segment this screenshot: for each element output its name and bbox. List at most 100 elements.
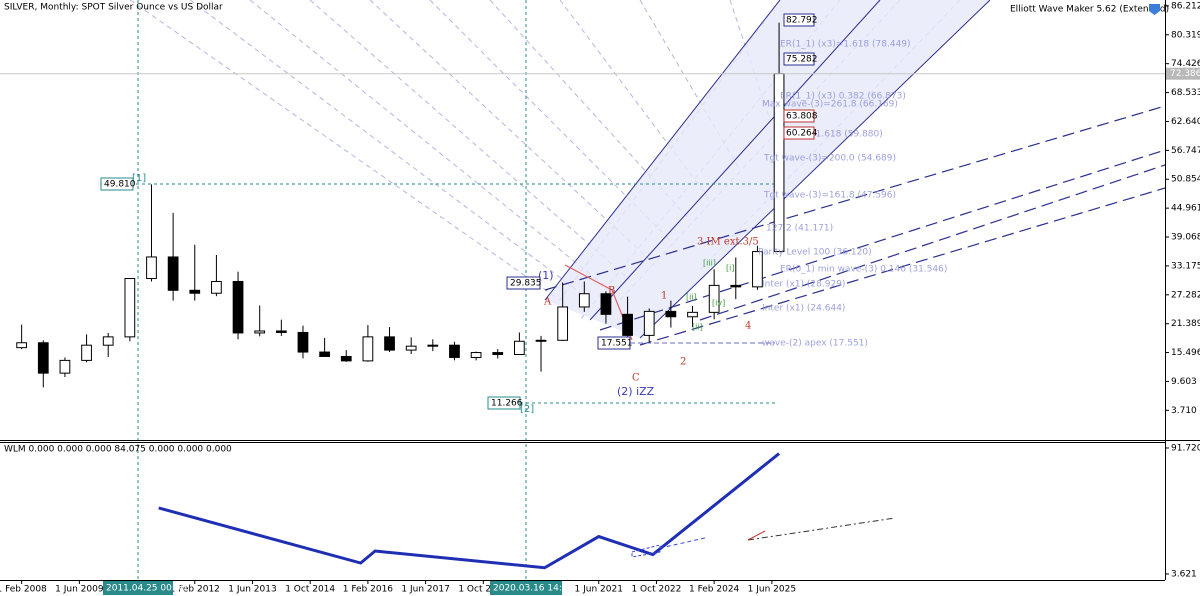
price-box: 11.266 xyxy=(491,399,523,409)
y-tick-label: 15.496 xyxy=(1171,348,1200,358)
wave-label: A xyxy=(543,297,552,308)
fib-label: Inter (x1) (24.644) xyxy=(762,304,845,314)
fib-label: Parity Level 100 (36.120) xyxy=(758,248,872,258)
candle-body xyxy=(427,344,439,347)
y-tick-label: 68.533 xyxy=(1171,88,1200,98)
candle-body xyxy=(622,313,633,336)
price-boxes: 49.810 11.266 29.835 17.551 82.792 75.28… xyxy=(100,13,818,410)
y-tick-label: 62.640 xyxy=(1171,117,1200,127)
ewm-icon[interactable] xyxy=(1149,4,1160,15)
window-title: SILVER, Monthly: SPOT Silver Ounce vs US… xyxy=(4,3,223,13)
candle-body xyxy=(557,306,569,341)
indicator-name: Elliott Wave Maker 5.62 (Extended) xyxy=(1010,5,1169,15)
indicator-line xyxy=(158,452,781,570)
candle-body xyxy=(102,336,114,346)
candle-body xyxy=(752,251,763,288)
candle-body xyxy=(189,289,201,294)
candle-body xyxy=(730,284,742,288)
x-tick-label: 1 Jun 2025 xyxy=(748,585,796,595)
x-tick-label: 1 Feb 2008 xyxy=(0,585,47,595)
wave-label: 2 xyxy=(680,357,686,368)
x-tick-label: 1 Oct 2022 xyxy=(631,585,681,595)
candle-body xyxy=(665,310,677,318)
price-pane: 3.710 9.603 15.496 21.389 27.282 33.175 39.068… xyxy=(0,1,1200,416)
wave-label: (2) iZZ xyxy=(617,385,655,398)
candle-body xyxy=(600,293,612,315)
wave-label: 1 xyxy=(661,291,667,302)
price-box: 29.835 xyxy=(510,279,542,289)
x-tick-label: 1 Jun 2013 xyxy=(228,585,276,595)
wave-label: C xyxy=(632,373,640,384)
candle-body xyxy=(167,256,179,291)
wave-label: [2] xyxy=(520,404,534,415)
channel-lines xyxy=(544,0,991,339)
price-box: 75.282 xyxy=(786,55,818,65)
candle-body xyxy=(254,330,266,334)
x-tick-label: 1 Jun 2021 xyxy=(575,585,623,595)
candle-body xyxy=(297,331,309,353)
y-tick-label: 9.603 xyxy=(1171,377,1197,387)
fib-label: Tgt wave-(3)=200.0 (54.689) xyxy=(763,154,896,164)
y-tick-label: 91.720 xyxy=(1171,443,1200,453)
indicator-projection xyxy=(747,517,896,541)
indicator-title: WLM 0.000 0.000 0.000 84.075 0.000 0.000… xyxy=(4,445,232,455)
wave-label: [ii] xyxy=(692,323,703,332)
price-box: 82.792 xyxy=(786,16,818,26)
y-tick-label: 80.319 xyxy=(1171,30,1200,40)
wave-label: B xyxy=(608,286,615,297)
fib-label: wave-(2) apex (17.551) xyxy=(762,339,868,349)
wave-label: 3 IM ext.3/5 xyxy=(697,237,759,248)
current-price-tag xyxy=(1166,67,1200,80)
y-tick-label: 3.621 xyxy=(1171,570,1197,580)
current-price-label: 72.386 xyxy=(1170,69,1200,79)
candle-body xyxy=(81,344,92,361)
fib-label: (x3)=1.618 (59.880) xyxy=(790,130,883,140)
candle-body xyxy=(340,355,352,362)
y-tick-label: 44.961 xyxy=(1171,204,1200,214)
candle-body xyxy=(470,352,482,358)
candle-body xyxy=(37,342,49,374)
indicator-arrow xyxy=(747,530,766,541)
candle-body xyxy=(535,339,547,342)
wave-label: (1) xyxy=(538,269,554,282)
price-box: 17.551 xyxy=(601,339,633,349)
y-tick-label: 39.068 xyxy=(1171,233,1200,243)
fib-label: ER(1_1) (x3)=1.618 (78.449) xyxy=(780,40,911,50)
x-tick-label: 1 Oct 2014 xyxy=(285,585,335,595)
fib-label: ER(0_1) min wave-(3) 0.146 (31.546) xyxy=(780,265,947,275)
y-tick-label: 21.389 xyxy=(1171,319,1200,329)
crosshair xyxy=(100,0,775,580)
wave-label: [iv] xyxy=(712,299,725,308)
fib-label: 127.2 (41.171) xyxy=(766,224,833,234)
candle-body xyxy=(449,344,460,358)
wave-label: 4 xyxy=(745,321,751,332)
crosshair-time: 2011.04.25 00:00 xyxy=(106,584,187,594)
wave-label: [ii] xyxy=(686,293,697,302)
x-tick-label: 1 Feb 2012 xyxy=(170,585,220,595)
price-box: 63.808 xyxy=(786,112,818,122)
y-tick-label: 74.426 xyxy=(1171,59,1200,69)
price-box: 49.810 xyxy=(104,180,136,190)
candle-body xyxy=(643,310,655,336)
y-tick-label: 50.854 xyxy=(1171,175,1200,185)
fib-label: Inter (x1) (28.929) xyxy=(762,280,845,290)
indicator-projection xyxy=(659,537,706,549)
crosshair-time-box xyxy=(490,581,562,595)
wave-label: [1] xyxy=(132,173,146,184)
wave-channel xyxy=(545,0,990,338)
candle-body xyxy=(124,278,136,338)
time-axis: 1 Feb 2008 1 Jun 2009 1 Feb 2012 1 Jun 2013… xyxy=(0,580,796,595)
candle-body xyxy=(384,336,395,351)
candle-body xyxy=(146,256,157,280)
candle-body xyxy=(275,330,287,333)
wave-label: [iii] xyxy=(703,259,716,268)
candle-body xyxy=(59,359,71,374)
fib-label: ER(1_1) (x3) 0.382 (66.873) xyxy=(780,92,906,102)
candle-body xyxy=(708,284,720,313)
candle-body xyxy=(578,293,590,308)
y-tick-label: 86.212 xyxy=(1171,1,1200,11)
wave-label: [i] xyxy=(726,264,734,273)
x-tick-label: 1 Feb 2016 xyxy=(343,585,394,595)
crosshair-time: 2020.03.16 14:00 xyxy=(493,584,574,594)
candle-body xyxy=(514,340,525,356)
